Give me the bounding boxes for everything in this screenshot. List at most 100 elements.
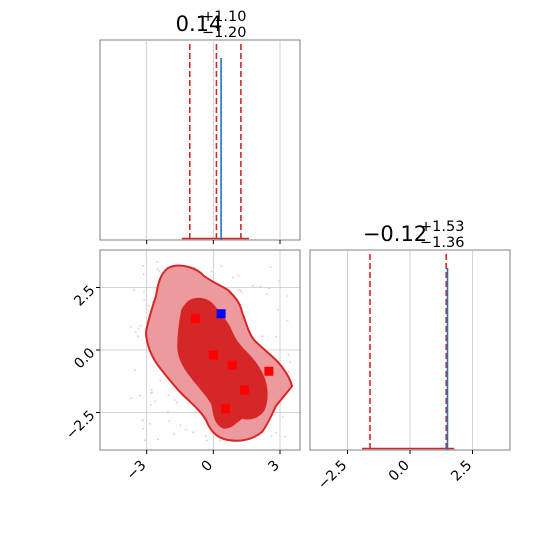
panel-hist-x0: 0.14 +1.10 −1.20 <box>99 9 301 244</box>
sample-point <box>237 288 240 291</box>
sample-point <box>130 325 133 328</box>
sample-point <box>167 410 169 413</box>
sample-point <box>268 287 271 290</box>
panel-joint: −3 0 3 2.5 0.0 −2.5 <box>63 249 301 483</box>
sample-point <box>139 394 141 397</box>
hist-x1-title-main: −0.12 <box>363 222 427 246</box>
xtick-label: 3 <box>265 458 283 476</box>
sample-point <box>156 261 159 264</box>
sample-point <box>277 279 280 282</box>
sample-point <box>142 264 145 267</box>
xtick-label: 2.5 <box>448 458 475 485</box>
xtick-label: −3 <box>124 458 150 484</box>
sample-point <box>284 435 286 438</box>
sample-point <box>232 276 234 279</box>
sample-point <box>143 298 146 301</box>
sample-point <box>133 288 135 291</box>
hist-x0-xticks <box>146 240 281 244</box>
xtick-label: −2.5 <box>315 458 350 493</box>
sample-point <box>179 424 182 427</box>
sample-point <box>270 435 273 438</box>
sample-point <box>141 419 144 422</box>
hist-x1-grid <box>347 250 473 450</box>
hist-x0-title-sub: −1.20 <box>202 25 246 41</box>
sample-point <box>142 273 145 276</box>
sample-point <box>184 428 187 431</box>
sample-point <box>261 335 264 338</box>
hist-x0-frame <box>99 39 301 241</box>
hist-x1-xticks: −2.5 0.0 2.5 <box>315 450 475 493</box>
sample-point <box>136 335 139 338</box>
sample-point <box>240 291 243 294</box>
sample-point <box>192 431 194 434</box>
sample-point <box>237 274 240 277</box>
sample-point <box>150 388 153 391</box>
hist-x1-title-sub: −1.36 <box>420 235 464 251</box>
sample-point <box>143 290 145 293</box>
joint-xticks: −3 0 3 <box>124 450 283 483</box>
hist-x1-title: −0.12 <box>363 222 427 246</box>
panel-hist-x1: −2.5 0.0 2.5 −0.12 +1.53 −1.36 <box>309 219 511 493</box>
sample-point <box>142 427 145 430</box>
joint-markers <box>191 309 274 414</box>
sample-point <box>154 400 157 403</box>
sample-point <box>157 438 160 441</box>
sample-point <box>168 420 171 423</box>
xtick-label: 0 <box>199 458 217 476</box>
sample-point <box>282 415 284 418</box>
sample-point <box>289 360 292 363</box>
hist-x0-grid <box>146 40 281 240</box>
hist-x0-title-sup: +1.10 <box>202 9 246 25</box>
sample-point <box>173 399 176 401</box>
sample-point <box>148 305 150 307</box>
sample-point <box>167 394 170 397</box>
sample-point <box>148 422 151 425</box>
density-inner-fill <box>177 297 268 429</box>
sample-point <box>276 308 279 311</box>
hist-x0-title-main: 0.14 <box>176 12 223 36</box>
red-marker <box>264 366 274 376</box>
sample-point <box>287 353 290 356</box>
sample-point <box>134 331 137 333</box>
hist-x1-title-sup: +1.53 <box>420 219 464 235</box>
sample-point <box>259 285 262 288</box>
red-marker <box>191 314 201 324</box>
ytick-label: −2.5 <box>63 408 98 443</box>
xtick-label: 0.0 <box>386 458 413 485</box>
sample-point <box>133 369 136 371</box>
sample-point <box>287 370 290 373</box>
sample-point <box>137 327 140 330</box>
sample-point <box>219 439 221 442</box>
sample-point <box>149 403 152 406</box>
sample-point <box>210 270 213 273</box>
sample-point <box>266 293 268 296</box>
red-marker <box>208 350 218 360</box>
ytick-label: 0.0 <box>71 345 98 372</box>
sample-point <box>176 401 178 404</box>
ytick-label: 2.5 <box>71 283 98 310</box>
sample-point <box>206 439 208 442</box>
blue-marker <box>216 309 226 319</box>
sample-point <box>151 391 154 394</box>
red-marker <box>239 385 249 395</box>
sample-point <box>158 270 160 272</box>
sample-point <box>143 439 146 442</box>
sample-point <box>275 335 278 338</box>
sample-point <box>220 265 223 268</box>
hist-x0-title: 0.14 <box>176 12 223 36</box>
sample-point <box>173 433 175 436</box>
hist-x1-lines <box>362 254 455 450</box>
red-marker <box>227 360 237 370</box>
sample-point <box>251 284 254 287</box>
sample-point <box>275 431 278 434</box>
red-marker <box>221 404 231 414</box>
joint-yticks: 2.5 0.0 −2.5 <box>63 283 100 443</box>
sample-point <box>204 435 207 437</box>
hist-x0-lines <box>181 44 249 240</box>
sample-point <box>239 289 242 292</box>
sample-point <box>286 319 289 322</box>
sample-point <box>159 379 162 382</box>
sample-point <box>286 295 289 297</box>
sample-point <box>269 266 272 269</box>
